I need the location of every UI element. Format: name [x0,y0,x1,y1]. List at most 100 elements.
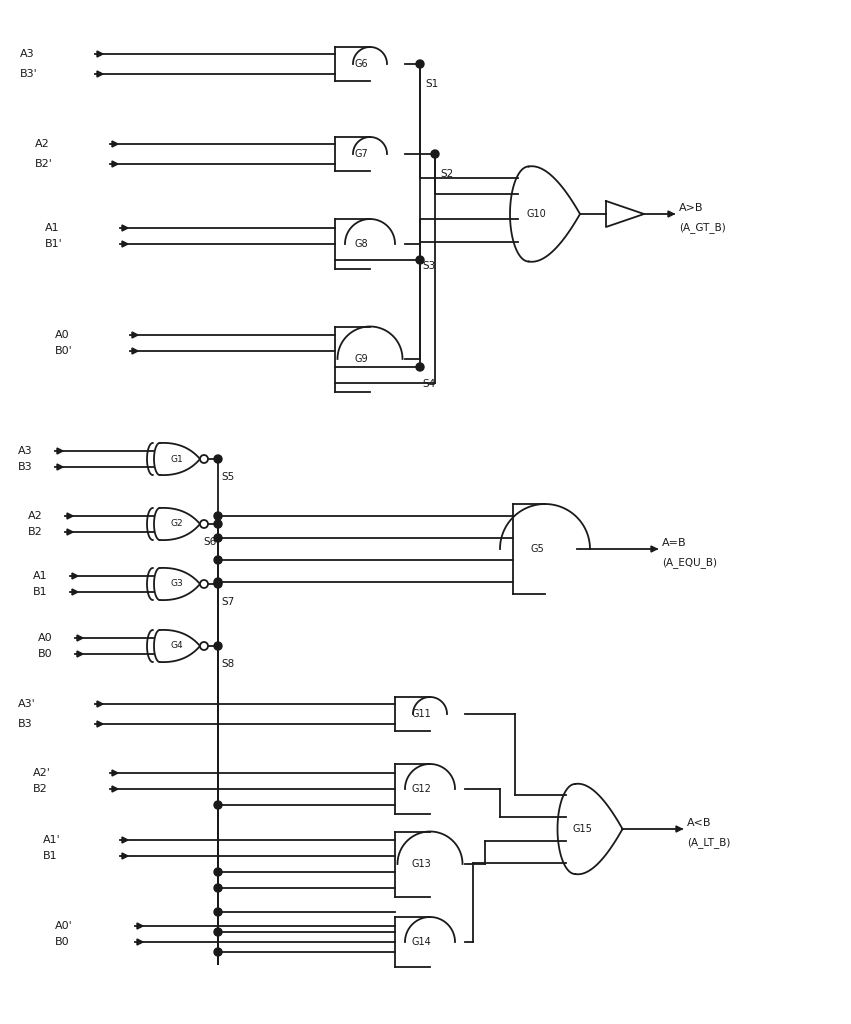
Text: G11: G11 [412,709,431,719]
Text: G9: G9 [355,354,368,364]
Text: B3': B3' [20,69,37,79]
Polygon shape [122,853,128,859]
Text: B2: B2 [33,784,48,794]
Polygon shape [676,826,682,831]
Text: A1: A1 [45,223,60,233]
Text: B1: B1 [33,587,48,597]
Text: S8: S8 [221,659,234,669]
Polygon shape [97,721,103,727]
Circle shape [214,580,222,588]
Circle shape [416,60,424,68]
Circle shape [200,580,208,588]
Polygon shape [97,51,103,57]
Text: G12: G12 [412,784,431,794]
Circle shape [200,455,208,463]
Polygon shape [137,939,143,945]
Text: A0': A0' [55,921,72,931]
Text: S5: S5 [221,472,234,482]
Circle shape [200,520,208,528]
Text: A3': A3' [18,699,36,709]
Text: (A_GT_B): (A_GT_B) [679,222,726,233]
Text: A2': A2' [33,768,51,778]
Text: G13: G13 [412,859,431,869]
Polygon shape [57,449,63,454]
Polygon shape [67,529,73,535]
Polygon shape [112,141,118,147]
Text: G2: G2 [171,519,183,528]
Polygon shape [97,701,103,707]
Polygon shape [72,573,78,579]
Text: A3: A3 [20,49,35,59]
Text: G14: G14 [412,937,431,947]
Text: A<B: A<B [687,818,711,828]
Text: B0: B0 [38,649,53,659]
Text: B2': B2' [35,159,53,169]
Polygon shape [77,651,83,657]
Circle shape [431,150,439,158]
Text: G5: G5 [530,544,544,554]
Text: A0: A0 [55,330,70,340]
Text: S7: S7 [221,597,234,607]
Text: S1: S1 [425,79,438,89]
Text: G1: G1 [170,455,183,464]
Text: A1: A1 [33,571,48,581]
Text: A=B: A=B [662,538,687,548]
Text: S2: S2 [440,169,454,179]
Circle shape [214,512,222,520]
Polygon shape [122,241,128,247]
Polygon shape [112,786,118,792]
Text: A2: A2 [28,511,43,521]
Text: S6: S6 [203,537,216,547]
Polygon shape [77,635,83,641]
Circle shape [416,256,424,264]
Text: A>B: A>B [679,203,704,213]
Circle shape [200,642,208,650]
Text: S4: S4 [422,379,435,389]
Polygon shape [57,464,63,470]
Circle shape [214,801,222,809]
Polygon shape [651,546,657,552]
Text: A0: A0 [38,633,53,643]
Text: B0': B0' [55,346,72,356]
Circle shape [214,908,222,916]
Text: G7: G7 [355,150,368,159]
Text: (A_LT_B): (A_LT_B) [687,838,730,849]
Polygon shape [132,348,138,354]
Text: B1': B1' [45,239,63,249]
Text: G6: G6 [355,59,368,69]
Polygon shape [97,71,103,77]
Polygon shape [112,770,118,776]
Text: (A_EQU_B): (A_EQU_B) [662,557,717,568]
Text: B3: B3 [18,719,32,729]
Polygon shape [668,211,674,217]
Text: B2: B2 [28,527,43,537]
Circle shape [214,578,222,586]
Circle shape [214,455,222,463]
Polygon shape [137,923,143,929]
Circle shape [214,868,222,876]
Circle shape [214,884,222,892]
Circle shape [416,362,424,371]
Polygon shape [67,513,73,519]
Polygon shape [132,332,138,338]
Text: A2: A2 [35,139,49,150]
Polygon shape [112,161,118,167]
Text: G15: G15 [572,824,592,834]
Text: B3: B3 [18,462,32,472]
Text: G4: G4 [171,641,183,650]
Polygon shape [122,837,128,843]
Circle shape [214,520,222,528]
Circle shape [214,928,222,936]
Text: G8: G8 [355,239,368,249]
Circle shape [214,556,222,564]
Circle shape [214,642,222,650]
Text: B1: B1 [43,851,58,861]
Text: A3: A3 [18,446,32,456]
Circle shape [214,534,222,542]
Text: G3: G3 [170,580,183,589]
Circle shape [214,948,222,956]
Polygon shape [122,225,128,231]
Text: G10: G10 [527,209,546,219]
Text: B0: B0 [55,937,70,947]
Text: A1': A1' [43,835,60,845]
